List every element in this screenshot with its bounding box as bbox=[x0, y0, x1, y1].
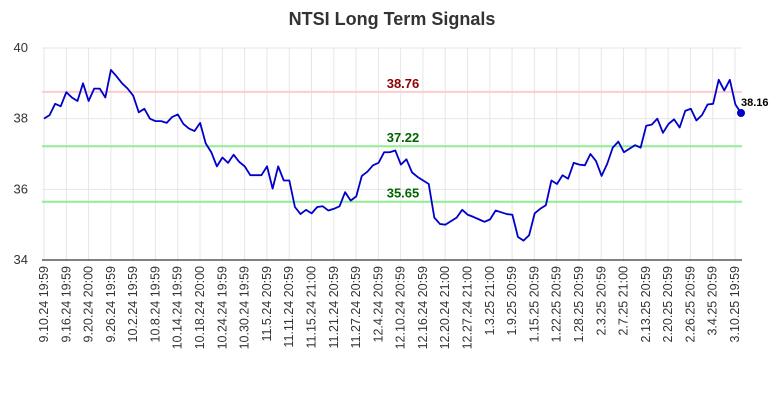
y-tick-label: 40 bbox=[14, 40, 28, 55]
x-tick-label: 2.20.25 20:59 bbox=[661, 266, 675, 343]
x-tick-label: 3.4.25 20:59 bbox=[706, 266, 720, 336]
x-tick-label: 9.16.24 19:59 bbox=[59, 266, 73, 343]
x-tick-label: 12.27.24 21:00 bbox=[461, 266, 475, 349]
x-tick-label: 10.14.24 19:59 bbox=[171, 266, 185, 349]
last-point-marker bbox=[737, 109, 745, 118]
signal-level-label: 38.76 bbox=[387, 76, 420, 91]
x-tick-label: 1.28.25 20:59 bbox=[572, 266, 586, 343]
y-tick-label: 38 bbox=[14, 111, 28, 126]
price-series bbox=[43, 69, 745, 242]
x-tick-label: 1.15.25 20:59 bbox=[527, 266, 541, 343]
x-tick-label: 12.16.24 20:59 bbox=[416, 266, 430, 349]
x-tick-label: 1.9.25 20:59 bbox=[505, 266, 519, 336]
last-value-label: 38.16 bbox=[741, 97, 769, 109]
chart-title: NTSI Long Term Signals bbox=[289, 9, 496, 29]
x-tick-label: 10.8.24 19:59 bbox=[148, 266, 162, 343]
x-tick-label: 11.15.24 21:00 bbox=[304, 266, 318, 349]
x-tick-label: 2.7.25 21:00 bbox=[617, 266, 631, 336]
x-tick-label: 12.10.24 20:59 bbox=[394, 266, 408, 349]
x-tick-label: 11.5.24 20:59 bbox=[260, 266, 274, 342]
x-tick-label: 10.18.24 20:00 bbox=[193, 266, 207, 349]
x-tick-label: 10.2.24 19:59 bbox=[126, 266, 140, 343]
x-tick-label: 9.10.24 19:59 bbox=[37, 266, 51, 343]
x-tick-label: 1.22.25 20:59 bbox=[550, 266, 564, 343]
x-tick-label: 12.4.24 20:59 bbox=[371, 266, 385, 343]
x-tick-label: 11.21.24 20:59 bbox=[327, 266, 341, 349]
x-tick-label: 12.20.24 21:00 bbox=[438, 266, 452, 349]
x-tick-label: 11.27.24 20:59 bbox=[349, 266, 363, 349]
x-tick-label: 10.24.24 19:59 bbox=[215, 266, 229, 349]
x-tick-label: 10.30.24 19:59 bbox=[238, 266, 252, 349]
x-tick-label: 2.26.25 20:59 bbox=[683, 266, 697, 343]
y-tick-label: 36 bbox=[14, 181, 28, 196]
x-tick-label: 9.20.24 20:00 bbox=[82, 266, 96, 343]
price-line bbox=[43, 69, 742, 242]
y-tick-label: 34 bbox=[14, 252, 28, 267]
axes: 34 36 38 40 9.10.24 19:59 9.16.24 19:59 9.20.2… bbox=[14, 40, 742, 349]
x-tick-label: 3.10.25 19:59 bbox=[728, 266, 742, 343]
x-tick-label: 2.3.25 20:59 bbox=[594, 266, 608, 336]
value-labels: 38.76 37.22 35.65 38.16 bbox=[387, 76, 769, 201]
x-tick-label: 1.3.25 21:00 bbox=[483, 266, 497, 336]
x-tick-label: 2.13.25 20:59 bbox=[639, 266, 653, 343]
x-tick-label: 11.11.24 20:59 bbox=[282, 266, 296, 348]
signal-level-label: 35.65 bbox=[387, 186, 420, 201]
x-tick-label: 9.26.24 19:59 bbox=[104, 266, 118, 343]
signal-level-label: 37.22 bbox=[387, 130, 420, 145]
signal-levels bbox=[42, 90, 742, 203]
